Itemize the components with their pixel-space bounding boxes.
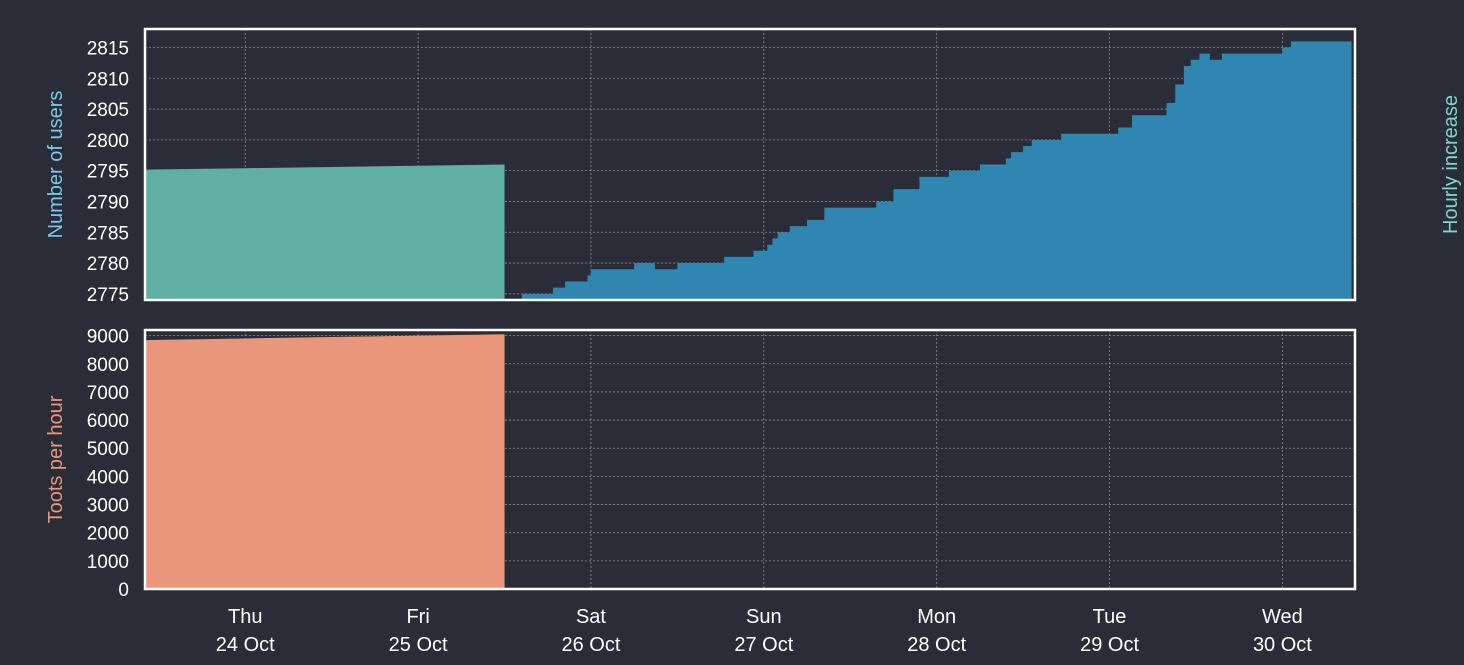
hourly-axis-label: Hourly increase: [1440, 95, 1462, 234]
y-tick-label: 8000: [87, 355, 129, 376]
x-tick-day: Thu: [228, 606, 262, 628]
y-tick-label: 2780: [87, 254, 129, 275]
users-panel: 2775 2780 2785 2790 2795 2800 2805 2810 2815 Numb…: [45, 27, 1462, 306]
users-series-area: [521, 29, 1352, 300]
y-tick-label: 2785: [87, 223, 129, 244]
y-tick-label: 9000: [87, 327, 129, 348]
x-tick-date: 24 Oct: [216, 634, 275, 656]
y-tick-label: 2805: [87, 100, 129, 121]
x-tick-date: 29 Oct: [1080, 634, 1139, 656]
x-tick-date: 27 Oct: [734, 634, 793, 656]
x-tick-date: 30 Oct: [1253, 634, 1312, 656]
x-tick-day: Sun: [746, 606, 782, 628]
y-tick-label: 0: [118, 580, 129, 601]
x-tick-date: 26 Oct: [562, 634, 621, 656]
y-tick-label: 2795: [87, 162, 129, 183]
users-frame: [143, 27, 1357, 302]
y-tick-label: 2000: [87, 524, 129, 545]
y-tick-label: 2815: [87, 38, 129, 59]
x-tick-day: Fri: [406, 606, 429, 628]
hourly-series-area: [145, 164, 505, 300]
y-tick-label: 7000: [87, 383, 129, 404]
y-tick-label: 1000: [87, 552, 129, 573]
toots-frame: [143, 328, 1357, 591]
y-tick-label: 6000: [87, 411, 129, 432]
toots-series-area: [145, 334, 505, 589]
y-tick-label: 2800: [87, 131, 129, 152]
y-tick-label: 5000: [87, 439, 129, 460]
y-tick-label: 2790: [87, 192, 129, 213]
y-tick-label: 3000: [87, 496, 129, 517]
users-y-axis-label: Number of users: [45, 91, 67, 239]
x-tick-date: 25 Oct: [389, 634, 448, 656]
y-tick-label: 4000: [87, 467, 129, 488]
x-tick-day: Mon: [917, 606, 956, 628]
x-tick-day: Sat: [576, 606, 606, 628]
x-tick-date: 28 Oct: [907, 634, 966, 656]
toots-y-axis-label: Toots per hour: [45, 395, 67, 523]
x-axis: Thu 24 Oct Fri 25 Oct Sat 26 Oct Sun 27 Oct Mon 2…: [216, 606, 1313, 656]
toots-plot: [145, 334, 505, 589]
toots-panel: 0 1000 2000 3000 4000 5000 6000 7000 8000 9000 Too…: [45, 327, 1357, 601]
x-tick-day: Wed: [1262, 606, 1303, 628]
y-tick-label: 2775: [87, 285, 129, 306]
users-plot: [145, 29, 1352, 300]
x-tick-day: Tue: [1093, 606, 1127, 628]
y-tick-label: 2810: [87, 69, 129, 90]
